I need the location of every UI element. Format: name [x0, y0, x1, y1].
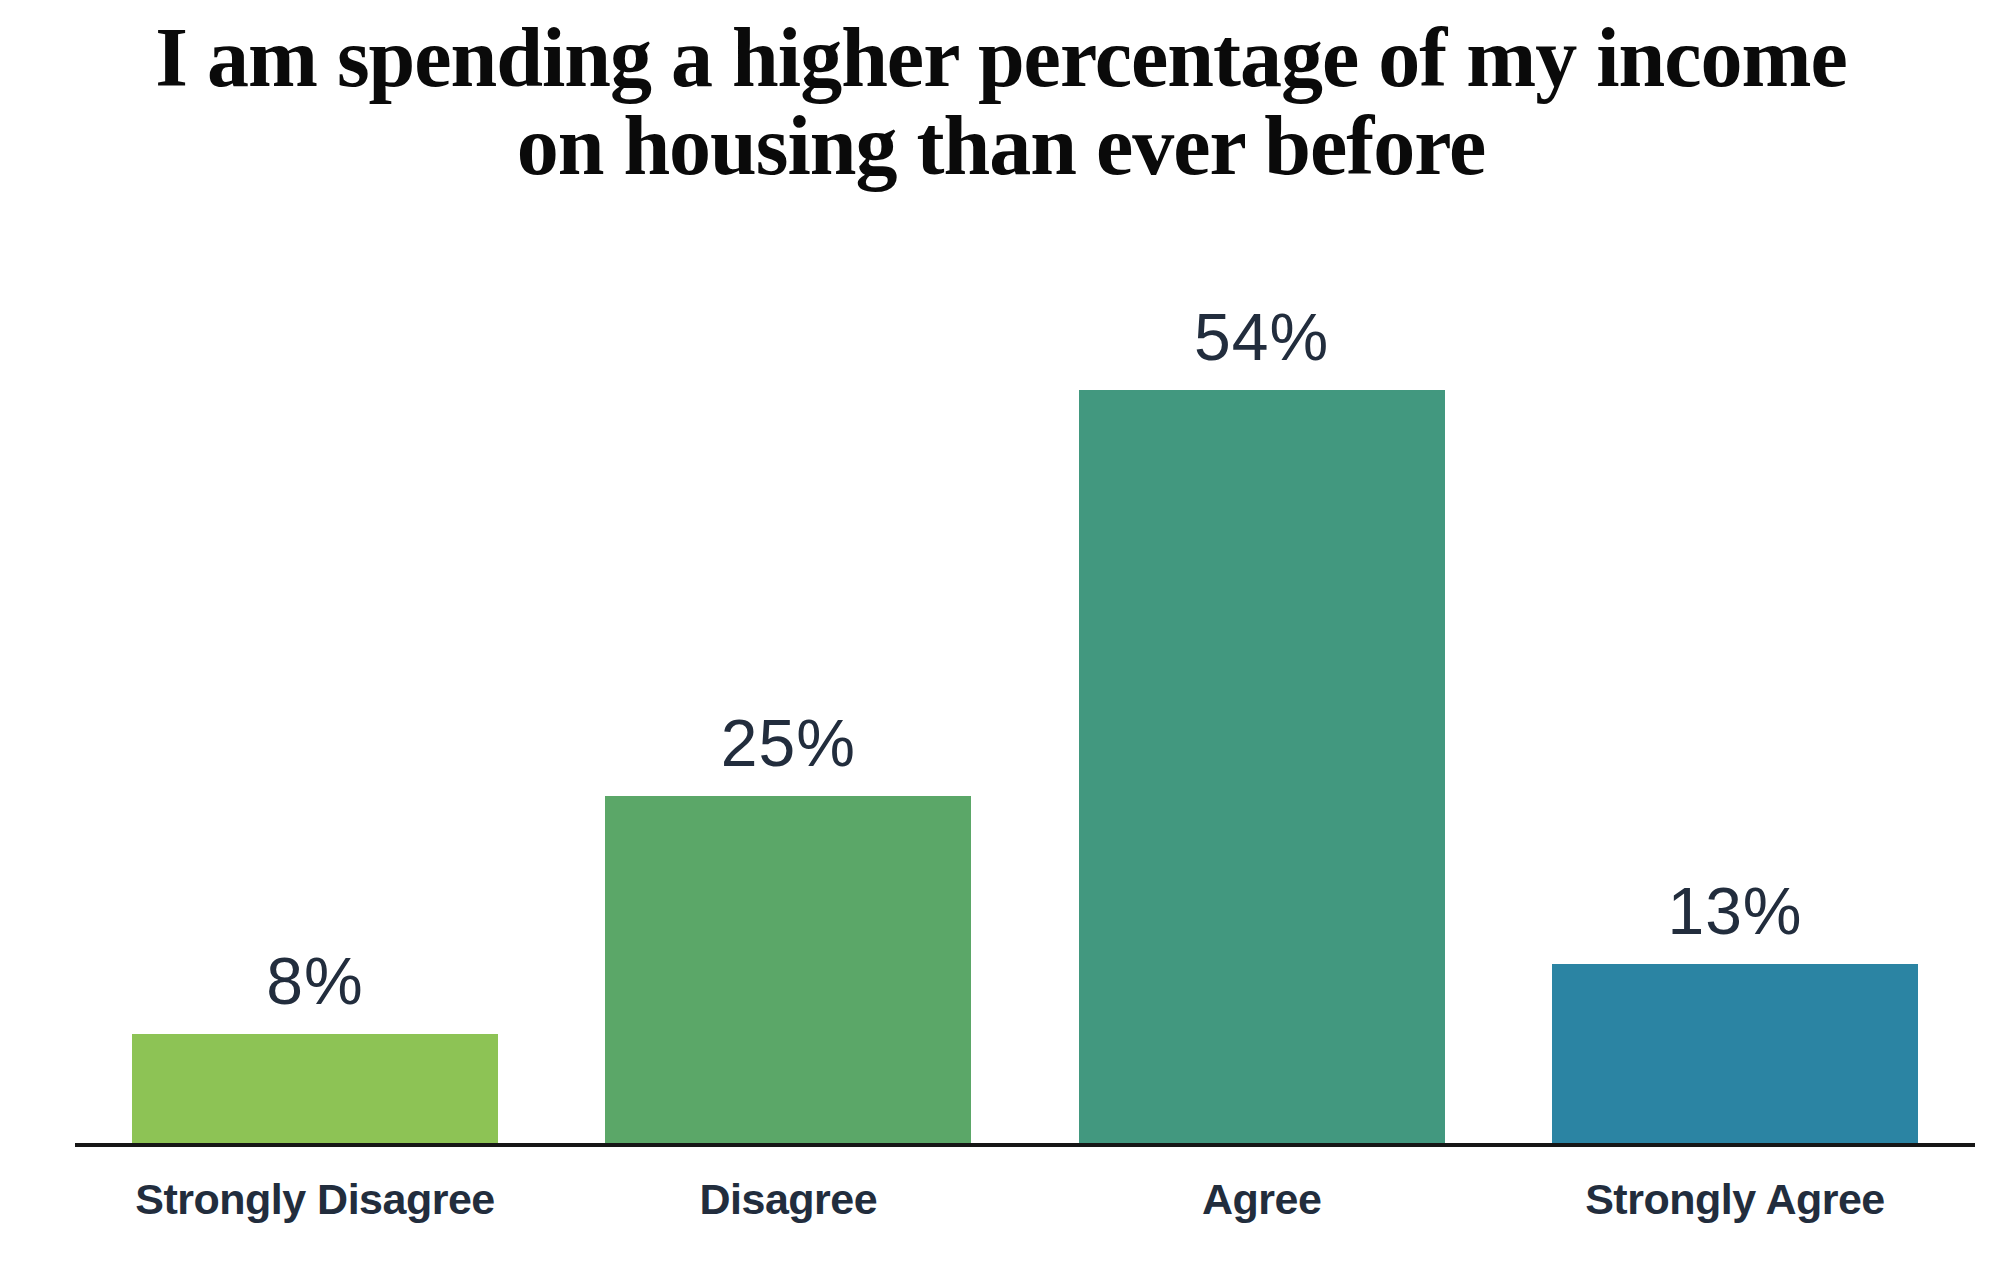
- bar-value-label: 54%: [1194, 304, 1329, 370]
- bar-value-label: 13%: [1667, 878, 1802, 944]
- category-label: Strongly Agree: [1552, 1176, 1918, 1223]
- category-label: Agree: [1079, 1176, 1445, 1223]
- bar: [132, 1034, 498, 1146]
- bar-value-label: 8%: [266, 948, 363, 1014]
- bar: [1079, 390, 1445, 1146]
- bar-chart-figure: I am spending a higher percentage of my …: [0, 0, 2002, 1280]
- category-label: Disagree: [605, 1176, 971, 1223]
- bar-group: 8%: [132, 948, 498, 1146]
- plot-area: 8% 25% 54% 13%: [75, 0, 1975, 1146]
- category-labels-row: Strongly Disagree Disagree Agree Strongl…: [75, 1176, 1975, 1223]
- bar-group: 54%: [1079, 304, 1445, 1146]
- bar-group: 25%: [605, 710, 971, 1146]
- bar-group: 13%: [1552, 878, 1918, 1146]
- bar: [605, 796, 971, 1146]
- bars-row: 8% 25% 54% 13%: [75, 0, 1975, 1146]
- x-axis-line: [75, 1143, 1975, 1147]
- bar: [1552, 964, 1918, 1146]
- bar-value-label: 25%: [721, 710, 856, 776]
- category-label: Strongly Disagree: [132, 1176, 498, 1223]
